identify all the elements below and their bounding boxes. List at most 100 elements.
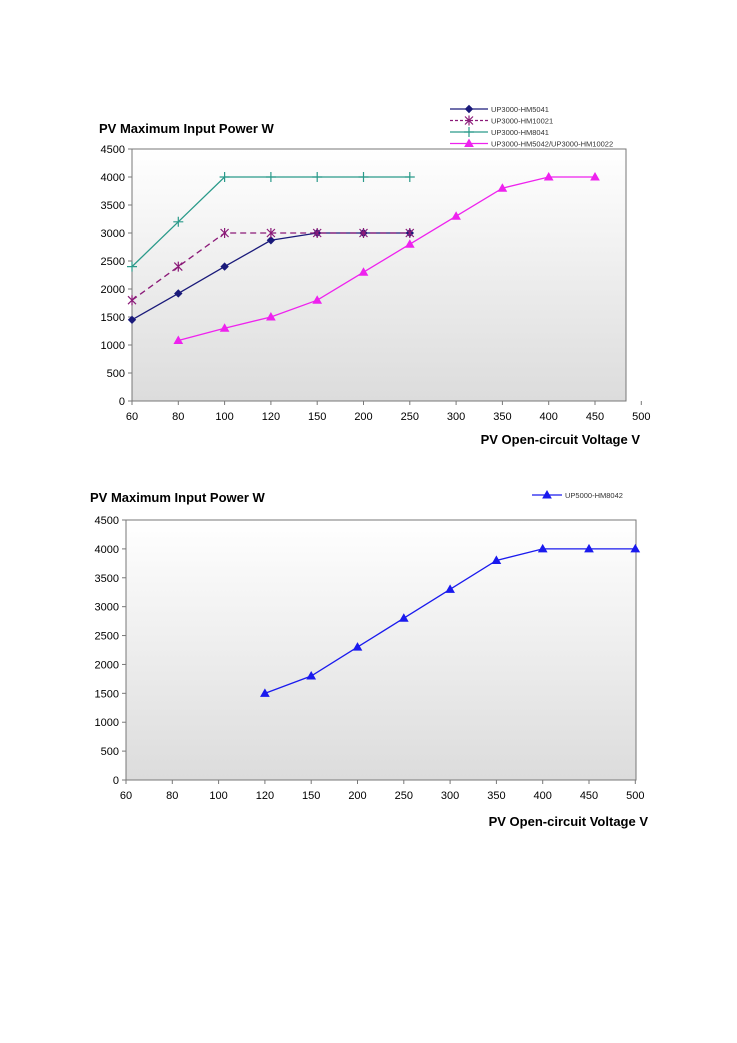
x-tick-label: 350 [493, 411, 511, 423]
data-point [405, 228, 415, 238]
x-tick-label: 100 [209, 790, 227, 802]
data-point [630, 543, 641, 553]
chart-1-plot-area [131, 148, 627, 402]
data-point [266, 236, 276, 245]
chart-2-x-ticks: 60 80 100 120 150 200 250 300 350 400 450 500 [120, 780, 644, 802]
data-point [358, 172, 369, 182]
data-point [445, 584, 455, 593]
legend-label: UP3000-HM8041 [491, 128, 549, 137]
data-point [358, 267, 369, 276]
data-point [127, 315, 137, 325]
data-point [174, 289, 183, 298]
x-tick-label: 500 [626, 790, 644, 802]
data-point [543, 171, 554, 181]
series-up3000-hm8041 [127, 172, 415, 272]
x-tick-label: 500 [632, 411, 650, 423]
data-point [312, 228, 322, 238]
data-point [173, 261, 183, 272]
x-tick-label: 300 [447, 411, 465, 423]
data-point [219, 323, 230, 332]
y-tick-label: 3500 [95, 573, 119, 585]
series-up5000-hm8042 [260, 543, 641, 697]
series-up3000-hm5042-up3000-hm10022 [173, 171, 600, 345]
data-point [173, 216, 184, 227]
data-point [127, 261, 137, 272]
data-point [219, 172, 230, 182]
x-tick-label: 250 [395, 790, 413, 802]
data-point [260, 688, 270, 697]
x-tick-label: 120 [262, 411, 280, 423]
y-tick-label: 2500 [101, 256, 125, 268]
x-tick-label: 350 [487, 790, 505, 802]
chart-2-title: PV Maximum Input Power W [90, 490, 266, 505]
data-point [537, 543, 548, 553]
series-up3000-hm10021 [127, 228, 415, 306]
legend-label: UP3000-HM5042/UP3000-HM10022 [491, 140, 613, 149]
data-point [220, 262, 229, 271]
y-tick-label: 500 [101, 746, 119, 758]
x-tick-label: 100 [215, 411, 233, 423]
y-tick-label: 500 [107, 368, 125, 380]
legend-label: UP3000-HM10021 [491, 117, 553, 126]
chart-2-y-ticks: 0 500 1000 1500 2000 2500 3000 3500 4000 4500 [95, 515, 126, 787]
y-tick-label: 1000 [101, 340, 125, 352]
data-point [398, 613, 409, 622]
chart-1-x-axis-label: PV Open-circuit Voltage V [481, 432, 641, 447]
y-tick-label: 4500 [101, 144, 125, 156]
chart-1-title: PV Maximum Input Power W [99, 121, 275, 136]
y-tick-label: 1500 [95, 688, 119, 700]
data-point [265, 172, 276, 182]
y-tick-label: 2500 [95, 631, 119, 643]
y-tick-label: 4500 [95, 515, 119, 527]
data-point [451, 211, 461, 220]
x-tick-label: 200 [348, 790, 366, 802]
data-point [404, 172, 415, 182]
data-point [173, 335, 184, 345]
y-tick-label: 2000 [101, 284, 125, 296]
y-tick-label: 3000 [95, 602, 119, 614]
legend-marker [542, 489, 552, 499]
legend-marker [464, 127, 474, 137]
x-tick-label: 400 [540, 411, 558, 423]
chart-2-legend: UP5000-HM8042 [532, 489, 623, 500]
x-tick-label: 80 [172, 411, 184, 423]
data-point [266, 311, 276, 321]
chart-1-legend-box [447, 104, 630, 148]
legend-marker [464, 115, 474, 126]
y-tick-label: 1500 [101, 312, 125, 324]
legend-label: UP3000-HM5041 [491, 105, 549, 114]
x-tick-label: 450 [586, 411, 604, 423]
x-tick-label: 300 [441, 790, 459, 802]
y-tick-label: 0 [113, 775, 119, 787]
x-tick-label: 150 [308, 411, 326, 423]
chart-2-plot-area [125, 519, 637, 781]
x-tick-label: 120 [256, 790, 274, 802]
data-point [220, 228, 230, 238]
legend-item-up5000-hm8042: UP5000-HM8042 [532, 489, 623, 500]
legend-item-up3000-hm8041: UP3000-HM8041 [450, 127, 549, 137]
data-point [312, 172, 323, 182]
data-point [127, 295, 137, 306]
x-tick-label: 400 [534, 790, 552, 802]
chart-2-series [260, 543, 641, 697]
data-point [590, 171, 600, 181]
chart-1: PV Maximum Input Power W PV Open-circuit… [99, 104, 650, 447]
data-point [359, 228, 368, 238]
x-tick-label: 80 [166, 790, 178, 802]
data-point [312, 295, 323, 304]
y-tick-label: 4000 [95, 544, 119, 556]
x-tick-label: 60 [126, 411, 138, 423]
x-tick-label: 250 [401, 411, 419, 423]
legend-item-up3000-hm5041: UP3000-HM5041 [450, 104, 549, 114]
data-point [352, 642, 363, 651]
data-point [497, 183, 508, 192]
legend-marker [464, 138, 474, 147]
y-tick-label: 1000 [95, 717, 119, 729]
data-point [306, 670, 317, 680]
chart-1-y-ticks: 0 500 1000 1500 2000 2500 3000 3500 4000 4500 [101, 144, 132, 408]
chart-1-legend: UP3000-HM5041 UP3000-HM10021 UP3000-HM8041… [447, 104, 630, 149]
data-point [584, 543, 594, 553]
chart-2: PV Maximum Input Power W PV Open-circuit… [90, 489, 648, 829]
y-tick-label: 3500 [101, 200, 125, 212]
